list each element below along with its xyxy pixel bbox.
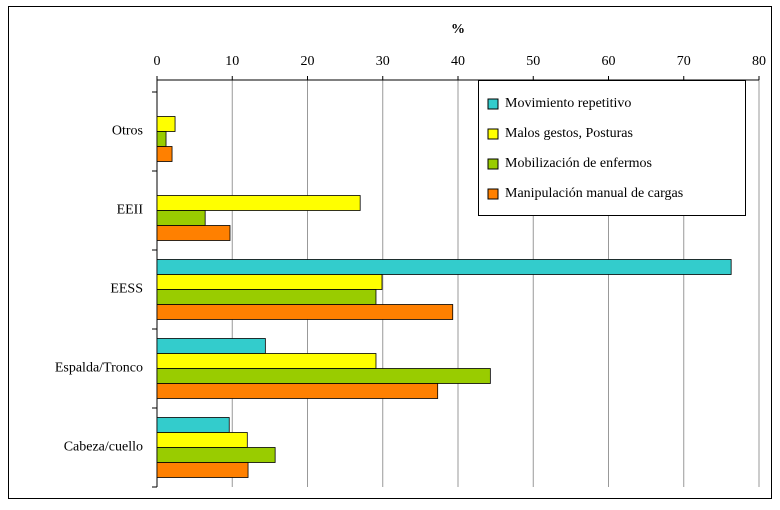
bar	[156, 462, 249, 478]
x-tick-label: 10	[225, 54, 239, 69]
legend-swatch	[487, 188, 499, 200]
x-tick-label: 70	[677, 54, 691, 69]
bar	[156, 383, 439, 399]
bar	[156, 131, 167, 147]
legend-label: Manipulación manual de cargas	[505, 186, 683, 201]
bar	[156, 417, 230, 433]
bar	[156, 116, 176, 132]
legend-box	[478, 80, 746, 216]
x-tick-label: 50	[526, 54, 540, 69]
y-tick-label: EEII	[117, 203, 144, 218]
bar	[156, 304, 454, 320]
bar	[156, 289, 377, 305]
y-tick-label: Otros	[112, 124, 143, 139]
legend-label: Malos gestos, Posturas	[505, 126, 633, 141]
legend-label: Movimiento repetitivo	[505, 96, 631, 111]
legend-swatch	[487, 98, 499, 110]
bar	[156, 368, 491, 384]
bar	[156, 353, 377, 369]
bar	[156, 146, 173, 162]
bar	[156, 225, 231, 241]
bar	[156, 432, 248, 448]
legend-swatch	[487, 158, 499, 170]
legend-swatch	[487, 128, 499, 140]
x-tick-label: 60	[602, 54, 616, 69]
x-axis-label: %	[451, 22, 465, 37]
y-tick-label: Espalda/Tronco	[55, 361, 143, 376]
bar	[156, 274, 383, 290]
bar	[156, 210, 206, 226]
x-tick-label: 30	[376, 54, 390, 69]
x-tick-label: 20	[301, 54, 315, 69]
legend-label: Mobilización de enfermos	[505, 156, 652, 171]
x-tick-label: 0	[154, 54, 161, 69]
x-tick-label: 40	[451, 54, 465, 69]
bar	[156, 195, 361, 211]
bar	[156, 447, 276, 463]
x-tick-label: 80	[752, 54, 766, 69]
y-tick-label: EESS	[110, 282, 143, 297]
bar	[156, 259, 732, 275]
y-tick-label: Cabeza/cuello	[64, 440, 143, 455]
bar	[156, 338, 266, 354]
